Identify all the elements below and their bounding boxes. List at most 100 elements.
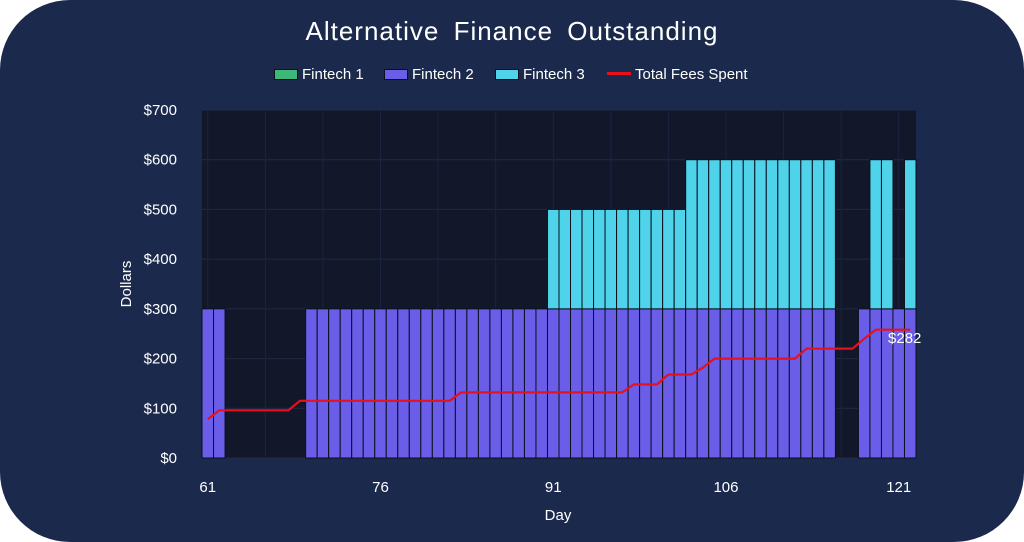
legend-swatch-fintech-3 — [495, 69, 519, 80]
bar-fintech-3-day-105[interactable] — [708, 159, 721, 310]
legend-item-fintech-2[interactable]: Fintech 2 — [384, 66, 474, 86]
bar-fintech-2-day-109[interactable] — [754, 308, 767, 459]
bar-fintech-2-day-86[interactable] — [489, 308, 502, 459]
bar-fintech-2-day-84[interactable] — [466, 308, 479, 459]
bar-fintech-2-day-104[interactable] — [696, 308, 710, 459]
bar-fintech-2-day-118[interactable] — [857, 308, 871, 459]
bar-fintech-3-day-94[interactable] — [581, 208, 595, 310]
y-axis-label: Dollars — [118, 261, 135, 308]
bar-fintech-2-day-102[interactable] — [673, 308, 687, 459]
bar-fintech-2-day-88[interactable] — [512, 308, 525, 459]
bar-fintech-2-day-62[interactable] — [213, 308, 226, 459]
y-tick-label: $300 — [144, 301, 177, 318]
total-fees-line[interactable] — [207, 328, 911, 421]
bar-fintech-3-day-113[interactable] — [800, 159, 813, 310]
bar-fintech-2-day-72[interactable] — [328, 308, 341, 459]
bar-fintech-3-day-114[interactable] — [811, 159, 825, 310]
y-tick-label: $200 — [144, 351, 177, 368]
bar-fintech-3-day-97[interactable] — [616, 208, 629, 310]
bar-fintech-2-day-85[interactable] — [477, 308, 491, 459]
bar-fintech-2-day-61[interactable] — [201, 308, 215, 459]
bar-fintech-2-day-81[interactable] — [431, 308, 445, 459]
bar-fintech-2-day-75[interactable] — [362, 308, 376, 459]
bar-fintech-2-day-76[interactable] — [374, 308, 387, 459]
bar-fintech-3-day-122[interactable] — [903, 159, 917, 310]
bar-fintech-3-day-115[interactable] — [823, 159, 836, 310]
bar-fintech-3-day-104[interactable] — [696, 159, 710, 310]
bar-fintech-3-day-100[interactable] — [650, 208, 664, 310]
bar-fintech-2-day-94[interactable] — [581, 308, 595, 459]
bar-fintech-2-day-89[interactable] — [523, 308, 537, 459]
bar-fintech-2-day-119[interactable] — [869, 308, 882, 459]
bar-fintech-3-day-96[interactable] — [604, 208, 618, 310]
bar-fintech-3-day-99[interactable] — [639, 208, 652, 310]
legend-item-total-fees[interactable]: Total Fees Spent — [607, 66, 748, 86]
bar-fintech-3-day-92[interactable] — [558, 208, 572, 310]
bar-fintech-2-day-77[interactable] — [385, 308, 399, 459]
bar-fintech-3-day-112[interactable] — [788, 159, 802, 310]
fees-line-layer — [207, 328, 911, 421]
bar-fintech-2-day-95[interactable] — [593, 308, 606, 459]
bar-fintech-3-day-109[interactable] — [754, 159, 767, 310]
legend-label-fintech-2: Fintech 2 — [412, 66, 474, 83]
bar-fintech-3-day-106[interactable] — [719, 159, 733, 310]
bar-fintech-3-day-111[interactable] — [777, 159, 790, 310]
bar-fintech-3-day-95[interactable] — [593, 208, 606, 310]
legend-label-fintech-3: Fintech 3 — [523, 66, 585, 83]
bar-fintech-2-day-101[interactable] — [662, 308, 675, 459]
x-tick-label: 61 — [199, 479, 216, 496]
bar-fintech-2-day-90[interactable] — [535, 308, 548, 459]
bar-fintech-3-day-98[interactable] — [627, 208, 641, 310]
bar-fintech-3-day-93[interactable] — [570, 208, 583, 310]
bar-fintech-2-day-91[interactable] — [546, 308, 560, 459]
bar-fintech-3-day-120[interactable] — [880, 159, 894, 310]
bar-fintech-2-day-114[interactable] — [811, 308, 825, 459]
bar-fintech-2-day-112[interactable] — [788, 308, 802, 459]
bar-fintech-2-day-87[interactable] — [500, 308, 514, 459]
bar-fintech-3-day-102[interactable] — [673, 208, 687, 310]
bar-fintech-2-day-110[interactable] — [765, 308, 779, 459]
bar-fintech-2-day-83[interactable] — [454, 308, 468, 459]
bar-fintech-3-day-110[interactable] — [765, 159, 779, 310]
bar-fintech-2-day-70[interactable] — [305, 308, 318, 459]
legend-line-total-fees — [607, 72, 631, 75]
bar-fintech-3-day-103[interactable] — [685, 159, 698, 310]
bar-fintech-2-day-93[interactable] — [570, 308, 583, 459]
legend-item-fintech-3[interactable]: Fintech 3 — [495, 66, 585, 86]
bar-fintech-2-day-108[interactable] — [742, 308, 756, 459]
bar-fintech-3-day-91[interactable] — [546, 208, 560, 310]
bar-fintech-2-day-78[interactable] — [397, 308, 410, 459]
bar-fintech-2-day-103[interactable] — [685, 308, 698, 459]
y-tick-label: $0 — [160, 450, 177, 467]
bar-fintech-2-day-80[interactable] — [420, 308, 433, 459]
bar-fintech-3-day-101[interactable] — [662, 208, 675, 310]
bar-fintech-2-day-82[interactable] — [443, 308, 456, 459]
bar-fintech-2-day-79[interactable] — [408, 308, 422, 459]
x-tick-label: 76 — [372, 479, 389, 496]
bar-fintech-2-day-73[interactable] — [339, 308, 353, 459]
bar-fintech-3-day-119[interactable] — [869, 159, 882, 310]
bar-fintech-3-day-108[interactable] — [742, 159, 756, 310]
x-tick-label: 91 — [545, 479, 562, 496]
chart-title: Alternative Finance Outstanding — [305, 16, 719, 46]
bar-fintech-2-day-96[interactable] — [604, 308, 618, 459]
bar-fintech-2-day-105[interactable] — [708, 308, 721, 459]
bar-fintech-2-day-115[interactable] — [823, 308, 836, 459]
x-axis-label: Day — [545, 507, 572, 524]
x-axis-ticks: 61 76 91 106 121 — [199, 479, 911, 496]
bar-fintech-2-day-113[interactable] — [800, 308, 813, 459]
bar-fintech-2-day-92[interactable] — [558, 308, 572, 459]
bar-fintech-2-day-106[interactable] — [719, 308, 733, 459]
legend-item-fintech-1[interactable]: Fintech 1 — [274, 66, 364, 86]
bar-fintech-3-day-107[interactable] — [731, 159, 744, 310]
y-tick-label: $500 — [144, 201, 177, 218]
bar-fintech-2-day-107[interactable] — [731, 308, 744, 459]
bar-fintech-2-day-97[interactable] — [616, 308, 629, 459]
y-tick-label: $600 — [144, 152, 177, 169]
bar-fintech-2-day-71[interactable] — [316, 308, 330, 459]
bar-fintech-2-day-74[interactable] — [351, 308, 364, 459]
legend: Fintech 1 Fintech 2 Fintech 3 Total Fees… — [0, 66, 1024, 86]
bar-fintech-2-day-111[interactable] — [777, 308, 790, 459]
